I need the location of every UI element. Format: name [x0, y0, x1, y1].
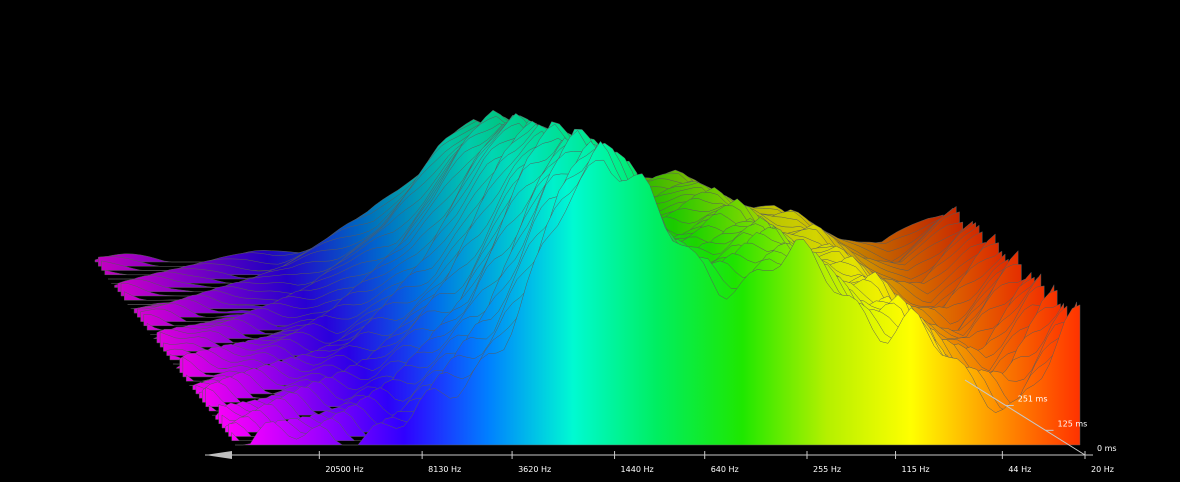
frequency-tick-label: 115 Hz — [902, 465, 930, 474]
frequency-tick-label: 44 Hz — [1008, 465, 1031, 474]
waterfall-surface — [94, 109, 1081, 446]
frequency-tick-label: 1440 Hz — [621, 465, 654, 474]
time-axis — [964, 379, 1086, 456]
time-ticks: 0 ms 125 ms 251 ms — [1005, 394, 1117, 456]
time-tick-label: 0 ms — [1097, 444, 1117, 453]
frequency-tick-label: 20500 Hz — [325, 465, 363, 474]
frequency-tick-label: 20 Hz — [1091, 465, 1114, 474]
frequency-ticks: 20500 Hz 8130 Hz 3620 Hz 1440 Hz 640 Hz 255 H… — [318, 451, 1114, 474]
time-tick-label: 251 ms — [1018, 394, 1048, 403]
frequency-tick-label: 3620 Hz — [518, 465, 551, 474]
waterfall-slice — [234, 159, 1081, 446]
time-tick-label: 125 ms — [1058, 419, 1088, 428]
axis-arrow-icon — [205, 451, 232, 459]
frequency-tick-label: 255 Hz — [813, 465, 841, 474]
frequency-tick-label: 8130 Hz — [428, 465, 461, 474]
frequency-tick-label: 640 Hz — [711, 465, 739, 474]
